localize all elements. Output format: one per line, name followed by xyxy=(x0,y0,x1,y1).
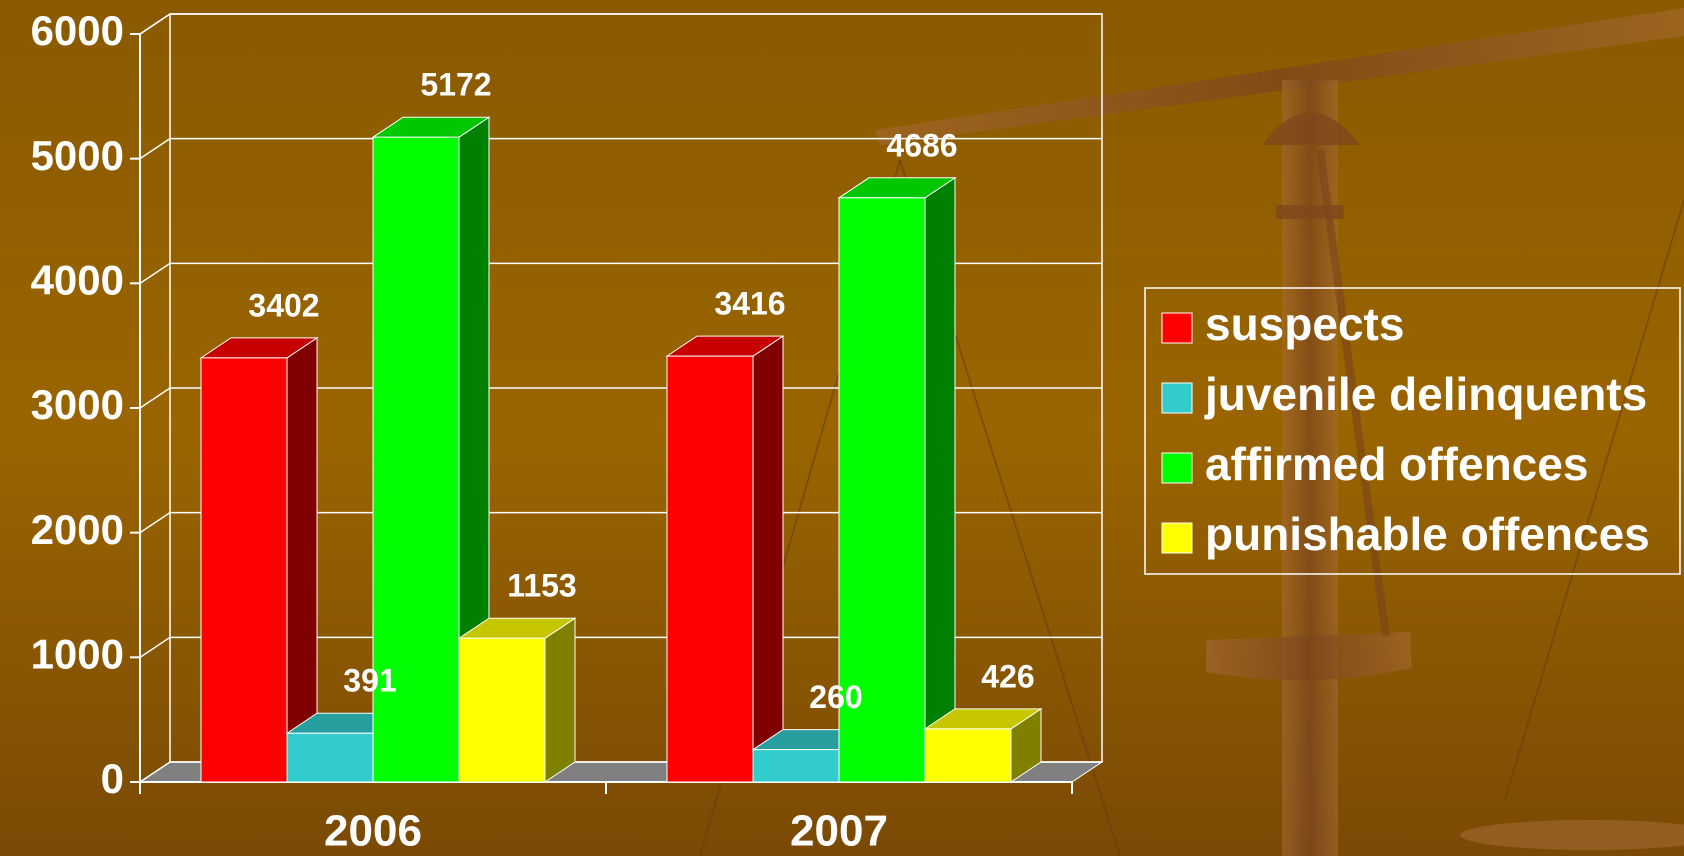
data-label: 4686 xyxy=(886,127,957,163)
legend-label: juvenile delinquents xyxy=(1204,368,1647,420)
bar xyxy=(459,638,545,782)
bar xyxy=(925,729,1011,782)
y-tick-label: 3000 xyxy=(31,381,124,428)
bar xyxy=(667,356,753,782)
y-tick-label: 2000 xyxy=(31,506,124,553)
data-label: 3402 xyxy=(248,287,319,323)
bar-side xyxy=(287,338,317,782)
legend-swatch xyxy=(1162,453,1192,483)
data-label: 391 xyxy=(343,663,396,699)
data-label: 426 xyxy=(981,658,1034,694)
legend-label: affirmed offences xyxy=(1205,438,1588,490)
data-label: 3416 xyxy=(714,286,785,322)
bar-side xyxy=(545,618,575,782)
data-label: 1153 xyxy=(507,568,576,604)
legend-label: punishable offences xyxy=(1205,508,1650,560)
y-tick-label: 4000 xyxy=(31,256,124,303)
legend-label: suspects xyxy=(1205,298,1404,350)
bar xyxy=(287,733,373,782)
legend-swatch xyxy=(1162,313,1192,343)
y-tick-label: 5000 xyxy=(31,132,124,179)
legend-swatch xyxy=(1162,383,1192,413)
legend-swatch xyxy=(1162,523,1192,553)
bar xyxy=(753,750,839,782)
chart: 0 1000 2000 3000 4000 5000 6000 2006 2007 3402 391… xyxy=(0,0,1684,856)
data-label: 5172 xyxy=(420,67,491,103)
y-tick-label: 6000 xyxy=(31,7,124,54)
x-tick-label: 2006 xyxy=(324,807,422,856)
x-tick-label: 2007 xyxy=(790,807,888,856)
bar-side xyxy=(753,336,783,782)
y-tick-label: 1000 xyxy=(31,630,124,677)
bar xyxy=(201,358,287,782)
data-label: 260 xyxy=(809,679,862,715)
bar-side xyxy=(925,178,955,782)
y-tick-label: 0 xyxy=(101,755,124,802)
